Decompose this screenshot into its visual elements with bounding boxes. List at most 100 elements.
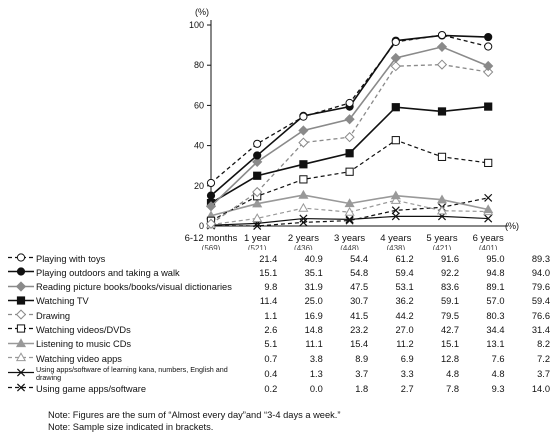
table-cell-value: 35.1 — [304, 267, 323, 278]
legend-swatch — [6, 280, 36, 295]
legend-swatch — [6, 323, 36, 337]
x-category-label: 3 years — [334, 233, 365, 244]
legend-swatch-marker — [15, 280, 27, 292]
data-point — [344, 198, 355, 208]
legend-swatch — [6, 309, 36, 323]
table-cell-value: 9.3 — [491, 383, 505, 394]
table-cell-value: 6.9 — [400, 353, 414, 364]
x-sample-size: (438) — [386, 244, 405, 250]
table-cell-value: 59.4 — [531, 296, 550, 307]
table-cell-value: 3.7 — [537, 368, 550, 379]
table-cell-value: 91.6 — [440, 253, 460, 264]
x-marker-stroke — [484, 193, 493, 202]
legend-swatch-marker — [15, 309, 27, 320]
legend-swatch-marker — [15, 338, 27, 347]
data-point — [298, 202, 309, 212]
table-cell-value: 83.6 — [440, 282, 460, 293]
data-point — [299, 175, 308, 184]
data-point — [436, 59, 448, 70]
data-point — [436, 205, 448, 215]
legend-swatch-svg — [8, 368, 34, 377]
table-cell-value: 15.4 — [350, 339, 369, 350]
legend-swatch-marker — [16, 267, 26, 276]
data-point — [484, 42, 493, 51]
table-cell-value: 53.1 — [395, 282, 414, 293]
table-cell-value: 42.7 — [440, 324, 460, 335]
data-point — [436, 194, 448, 204]
x-marker-stroke — [391, 206, 400, 215]
legend-swatch — [6, 382, 36, 396]
data-point — [390, 195, 401, 204]
table-cell-value: 0.2 — [264, 383, 278, 394]
legend-series-name: Watching videos/DVDs — [36, 324, 131, 335]
series-group — [205, 41, 494, 212]
line-chart: 0 20 40 60 80 100 (%) (%) 6-12 months(569) 1 year… — [185, 7, 519, 250]
table-cell-value: 8.2 — [537, 339, 550, 350]
data-point — [391, 103, 400, 112]
legend-series-name: Using apps/software of learning kana, nu… — [36, 365, 228, 383]
data-point — [299, 112, 308, 121]
table-cell-value: 36.2 — [395, 296, 414, 307]
legend-series-name: Using game apps/software — [36, 383, 147, 394]
table-cell-value: 3.3 — [400, 368, 414, 379]
series-group — [205, 189, 494, 220]
x-category-label: 5 years — [426, 233, 457, 244]
table-cell-value: 14.0 — [531, 383, 550, 394]
legend-swatch-marker — [16, 253, 26, 262]
x-category-label: 6 years — [473, 233, 504, 244]
y-tick-label: 0 — [199, 221, 204, 231]
table-cell-value: 47.5 — [350, 282, 369, 293]
table-cell-value: 27.0 — [395, 324, 414, 335]
x-sample-size: (436) — [294, 244, 313, 250]
table-cell-value: 34.4 — [486, 324, 505, 335]
table-cell-value: 7.8 — [446, 383, 460, 394]
table-cell-value: 59.4 — [395, 267, 414, 278]
x-marker-stroke — [299, 214, 308, 223]
table-cell-value: 7.6 — [491, 353, 505, 364]
data-point — [483, 60, 494, 72]
x-marker-stroke — [484, 214, 493, 223]
table-cell-value: 95.0 — [486, 253, 505, 264]
legend-series-name: Watching TV — [36, 296, 89, 307]
legend-swatch-svg — [8, 267, 34, 276]
table-cell-value: 11.2 — [396, 339, 414, 350]
table-cell-value: 3.8 — [309, 353, 323, 364]
table-cell-value: 92.2 — [440, 267, 460, 278]
legend-swatch-svg — [8, 280, 34, 292]
data-point — [483, 66, 494, 78]
legend-series-name: Reading picture books/books/visual dicti… — [36, 282, 232, 293]
legend-series-name: Playing with toys — [36, 253, 106, 264]
series-group — [206, 30, 493, 188]
table-cell-value: 0.7 — [264, 353, 278, 364]
legend-row: Playing with toys 21.4 40.9 54.4 61.2 91.6 95.… — [6, 252, 550, 266]
legend-series-name: Drawing — [36, 310, 71, 321]
x-sample-size: (448) — [340, 244, 359, 250]
legend-swatch-marker — [16, 383, 26, 392]
data-point — [437, 152, 447, 161]
x-sample-size: (521) — [248, 244, 267, 250]
data-point — [345, 149, 354, 158]
table-cell-value: 94.0 — [531, 267, 550, 278]
data-point — [391, 212, 400, 221]
x-marker-stroke — [16, 368, 26, 377]
table-cell-value: 1.1 — [264, 310, 278, 321]
data-point — [391, 136, 400, 145]
legend-swatch-svg — [8, 338, 34, 347]
table-cell-value: 79.6 — [531, 282, 550, 293]
table-cell-value: 4.8 — [491, 368, 505, 379]
table-cell-value: 76.6 — [531, 310, 550, 321]
table-cell-value: 3.7 — [355, 368, 369, 379]
data-point — [391, 37, 400, 46]
legend-series-name: Listening to music CDs — [36, 339, 132, 350]
data-point — [252, 156, 263, 167]
legend-swatch — [6, 266, 36, 280]
data-point — [206, 191, 216, 200]
y-tick-label: 60 — [194, 100, 204, 110]
legend-swatch — [6, 295, 36, 309]
table-cell-value: 61.2 — [395, 253, 414, 264]
table-cell-value: 1.3 — [309, 368, 323, 379]
x-marker-stroke — [345, 215, 354, 224]
table-cell-value: 15.1 — [440, 339, 460, 350]
legend-row: Watching TV 11.4 25.0 30.7 36.2 59.1 57.0 59.4 — [6, 295, 550, 309]
data-point — [436, 41, 448, 53]
